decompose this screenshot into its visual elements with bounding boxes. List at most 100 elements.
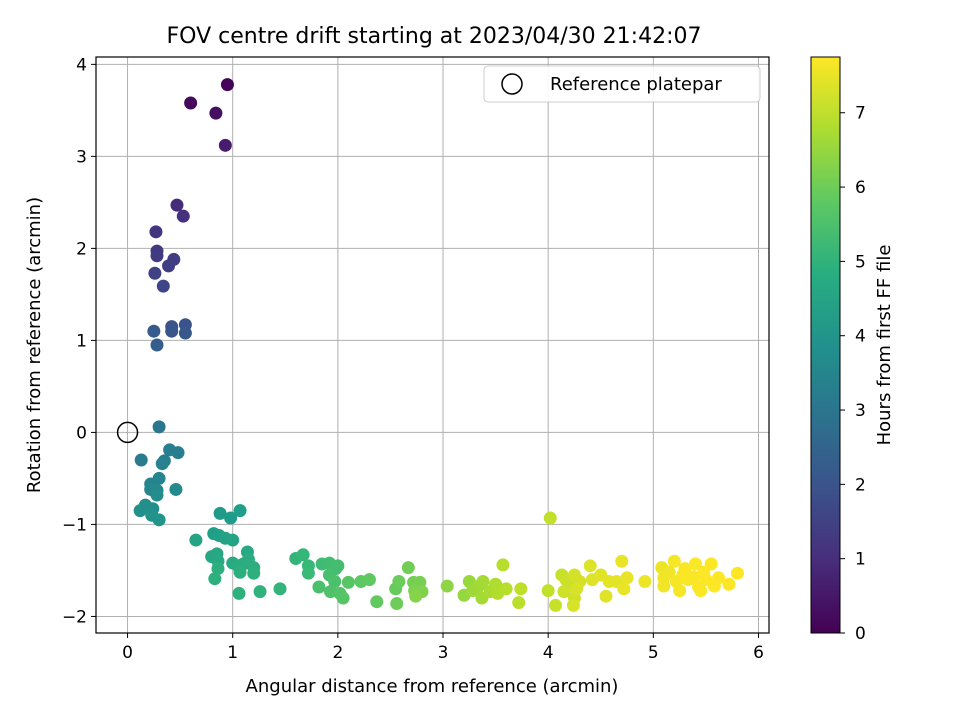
data-point — [171, 446, 185, 460]
data-point — [213, 506, 227, 520]
plot-frame — [95, 56, 770, 634]
data-point — [162, 259, 176, 273]
data-point — [165, 324, 179, 338]
x-tick-label: 4 — [543, 643, 554, 663]
colorbar-tick-label: 5 — [855, 252, 866, 272]
data-point — [226, 533, 240, 547]
data-point — [557, 585, 571, 599]
y-tick-label: 2 — [76, 239, 87, 259]
data-point — [209, 106, 223, 120]
legend: Reference platepar — [483, 65, 761, 103]
data-point — [253, 585, 267, 599]
legend-box — [483, 65, 761, 103]
data-point — [176, 209, 190, 223]
data-point — [211, 562, 225, 576]
colorbar-tick-label: 7 — [855, 104, 866, 124]
data-point — [218, 138, 232, 152]
x-tick-label: 5 — [648, 643, 659, 663]
grid — [96, 57, 769, 633]
colorbar — [810, 56, 841, 634]
legend-entry: Reference platepar — [550, 74, 722, 95]
reference-marker-layer — [116, 421, 139, 444]
data-point — [730, 566, 744, 580]
colorbar-label: Hours from first FF file — [874, 245, 895, 446]
reference-platepar-marker — [116, 421, 139, 444]
data-point — [499, 582, 513, 596]
data-point — [189, 533, 203, 547]
data-point — [232, 586, 246, 600]
data-point — [617, 582, 631, 596]
data-point — [409, 589, 423, 603]
data-point — [150, 488, 164, 502]
data-point — [401, 561, 415, 575]
data-point — [362, 573, 376, 587]
colorbar-tick-label: 0 — [855, 624, 866, 644]
data-point — [301, 566, 315, 580]
data-point — [688, 557, 702, 571]
data-point — [178, 326, 192, 340]
data-point — [328, 574, 342, 588]
colorbar-tick-label: 2 — [855, 475, 866, 495]
data-point — [615, 554, 629, 568]
y-axis-label: Rotation from reference (arcmin) — [24, 197, 45, 493]
data-point — [341, 575, 355, 589]
data-point — [476, 574, 490, 588]
y-tick-label: 4 — [76, 55, 87, 75]
data-point — [712, 571, 726, 585]
x-tick-label: 2 — [332, 643, 343, 663]
x-tick-label: 3 — [438, 643, 449, 663]
colorbar-tick-label: 6 — [855, 178, 866, 198]
x-tick-label: 1 — [227, 643, 238, 663]
data-point — [541, 584, 555, 598]
data-point — [440, 579, 454, 593]
data-point — [233, 565, 247, 579]
data-point — [150, 249, 164, 263]
data-point — [155, 457, 169, 471]
data-point — [147, 324, 161, 338]
y-tick-label: −1 — [62, 515, 87, 535]
data-point — [549, 598, 563, 612]
y-axis-ticks: −2 −1 0 1 2 3 4 — [62, 55, 96, 627]
data-point — [208, 572, 222, 586]
data-point — [152, 420, 166, 434]
data-point — [583, 559, 597, 573]
data-point — [662, 565, 676, 579]
data-point — [673, 584, 687, 598]
data-point — [150, 338, 164, 352]
x-tick-label: 6 — [753, 643, 764, 663]
data-point — [220, 78, 234, 92]
data-point — [514, 582, 528, 596]
data-point — [657, 579, 671, 593]
y-tick-label: 3 — [76, 147, 87, 167]
x-axis-label: Angular distance from reference (arcmin) — [246, 676, 619, 697]
data-point — [512, 596, 526, 610]
data-point — [704, 557, 718, 571]
x-tick-label: 0 — [122, 643, 133, 663]
data-point — [638, 574, 652, 588]
x-axis-ticks: 0 1 2 3 4 5 6 — [122, 633, 764, 663]
data-point — [224, 511, 238, 525]
data-point — [133, 504, 147, 518]
data-point — [169, 482, 183, 496]
colorbar-ticks: 0 1 2 3 4 5 6 7 — [840, 104, 866, 644]
data-point — [170, 198, 184, 212]
data-point — [148, 266, 162, 280]
data-point — [694, 584, 708, 598]
data-point — [156, 279, 170, 293]
colorbar-tick-label: 3 — [855, 401, 866, 421]
y-tick-label: 0 — [76, 423, 87, 443]
y-tick-label: −2 — [62, 607, 87, 627]
data-point — [331, 559, 345, 573]
chart-title: FOV centre drift starting at 2023/04/30 … — [167, 24, 702, 49]
data-point — [722, 577, 736, 591]
data-point — [247, 566, 261, 580]
data-point — [390, 597, 404, 611]
data-point — [392, 574, 406, 588]
data-point — [543, 511, 557, 525]
data-point — [496, 558, 510, 572]
data-point — [570, 582, 584, 596]
data-point — [296, 548, 310, 562]
data-point — [336, 591, 350, 605]
data-point — [273, 582, 287, 596]
